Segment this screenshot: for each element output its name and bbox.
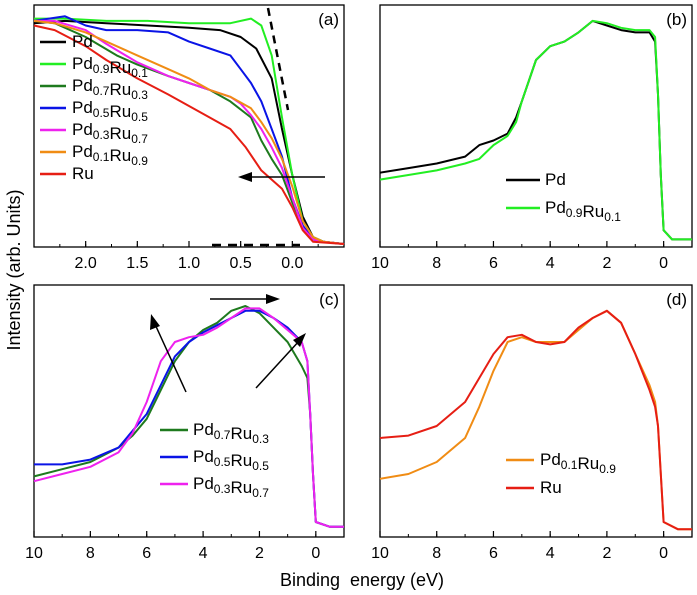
legend-entry: Pd0.7Ru0.3 — [193, 420, 269, 446]
legend-entry: Pd0.1Ru0.9 — [540, 450, 616, 476]
x-tick-label: 6 — [142, 545, 151, 562]
fermi-edge-guide — [266, 7, 290, 111]
x-tick-label: 0 — [311, 545, 320, 562]
series-line-Pd09Ru01 — [379, 19, 692, 241]
x-tick-label: 2 — [255, 545, 264, 562]
series-line-Pd01Ru09 — [33, 19, 345, 245]
x-tick-label: 0.5 — [230, 255, 252, 272]
panel-label: (a) — [318, 10, 339, 29]
y-axis-label: Intensity (arb. Units) — [4, 189, 24, 350]
shift-arrowhead — [238, 172, 252, 182]
legend-entry: Pd0.1Ru0.9 — [72, 142, 148, 168]
panel-label: (b) — [666, 10, 687, 29]
legend-entry: Ru — [72, 164, 94, 183]
x-tick-label: 1.5 — [126, 255, 148, 272]
series-line-Ru — [379, 309, 692, 531]
series-line-Ru — [33, 24, 345, 245]
legend-entry: Pd — [545, 170, 566, 189]
series-line-Pd — [379, 19, 692, 241]
panel-b: 10 8 6 4 2 0 (b) Pd Pd0.9Ru0.1 — [371, 4, 693, 272]
x-tick-label: 1.0 — [178, 255, 200, 272]
legend-entry: Pd0.3Ru0.7 — [72, 120, 148, 146]
x-tick-label: 8 — [432, 255, 441, 272]
legend-entry: Pd0.5Ru0.5 — [72, 98, 148, 124]
plot-frame — [33, 284, 345, 538]
shift-arrowhead — [266, 294, 280, 304]
x-tick-label: 0 — [659, 545, 668, 562]
intensity-arrow-right — [255, 339, 301, 389]
x-tick-label: 8 — [86, 545, 95, 562]
x-tick-label: 8 — [432, 545, 441, 562]
x-tick-label: 10 — [371, 545, 389, 562]
x-tick-label: 6 — [489, 255, 498, 272]
x-tick-label: 2 — [602, 255, 611, 272]
plot-frame — [379, 4, 693, 248]
panel-a: 2.0 1.5 1.0 0.5 0.0 (a) Pd Pd0.9Ru0.1Pd0.7Ru0.3… — [33, 4, 345, 272]
plot-frame — [379, 284, 693, 538]
legend-entry: Pd0.9Ru0.1 — [545, 198, 621, 224]
intensity-arrowhead-left — [150, 314, 160, 330]
x-tick-label: 4 — [199, 545, 208, 562]
series-line-Pd03Ru07 — [33, 307, 344, 528]
x-tick-label: 4 — [546, 545, 555, 562]
x-tick-label: 2 — [602, 545, 611, 562]
panel-label: (d) — [666, 290, 687, 309]
x-tick-label: 4 — [546, 255, 555, 272]
x-tick-label: 0 — [659, 255, 668, 272]
x-tick-label: 2.0 — [75, 255, 97, 272]
panel-d: 10 8 6 4 2 0 (d) Pd0.1Ru0.9 Ru — [371, 284, 693, 562]
legend-entry: Pd0.5Ru0.5 — [193, 447, 269, 473]
legend-entry: Pd — [72, 32, 93, 51]
intensity-arrowhead-right — [293, 333, 306, 347]
x-tick-label: 10 — [371, 255, 389, 272]
panel-label: (c) — [319, 290, 339, 309]
x-tick-label: 6 — [489, 545, 498, 562]
legend-entry: Pd0.7Ru0.3 — [72, 76, 148, 102]
x-tick-label: 10 — [25, 545, 43, 562]
x-tick-label: 0.0 — [281, 255, 303, 272]
x-axis-label: Binding energy (eV) — [280, 570, 444, 590]
legend-entry: Pd0.3Ru0.7 — [193, 474, 269, 500]
intensity-arrow-left — [153, 321, 187, 393]
legend-entry: Ru — [540, 478, 562, 497]
series-line-Pd01Ru09 — [379, 309, 692, 531]
legend-entry: Pd0.9Ru0.1 — [72, 54, 148, 80]
